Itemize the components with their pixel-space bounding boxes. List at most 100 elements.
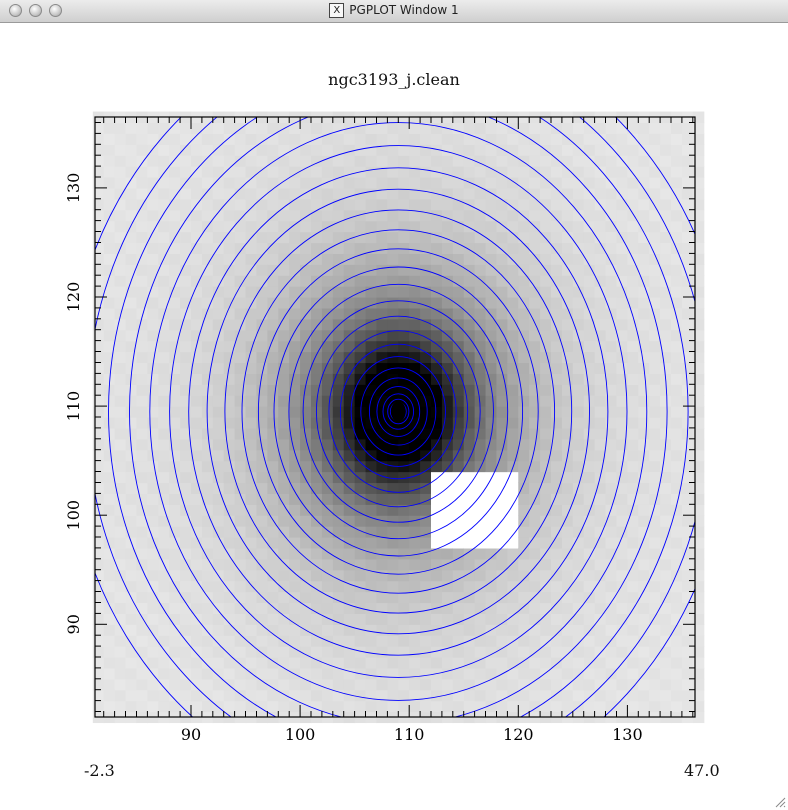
image-pixel: [671, 471, 683, 484]
image-pixel: [540, 362, 552, 374]
image-pixel: [223, 122, 236, 134]
image-pixel: [605, 591, 618, 604]
image-pixel: [605, 144, 618, 156]
image-pixel: [201, 187, 214, 200]
image-pixel: [245, 537, 258, 549]
image-pixel: [387, 166, 399, 178]
image-pixel: [452, 646, 465, 658]
image-pixel: [147, 504, 159, 516]
image-pixel: [660, 340, 672, 353]
image-pixel: [431, 307, 443, 320]
image-pixel: [594, 602, 607, 614]
image-pixel: [660, 297, 672, 309]
image-pixel: [420, 667, 432, 680]
image-pixel: [92, 406, 105, 418]
image-pixel: [212, 318, 225, 331]
image-pixel: [485, 438, 498, 451]
image-pixel: [420, 537, 432, 549]
image-pixel: [332, 547, 345, 560]
contour-line: [188, 167, 609, 656]
image-pixel: [627, 613, 639, 625]
image-pixel: [201, 667, 214, 680]
image-pixel: [136, 395, 148, 407]
image-pixel: [212, 253, 225, 265]
image-pixel: [191, 667, 203, 680]
image-pixel: [594, 297, 607, 309]
image-pixel: [387, 471, 399, 484]
image-pixel: [496, 537, 508, 549]
image-pixel: [583, 373, 596, 385]
image-pixel: [518, 187, 530, 200]
image-pixel: [103, 122, 116, 134]
image-pixel: [452, 253, 465, 265]
image-pixel: [201, 460, 214, 473]
grayscale-min-label: -2.3: [84, 761, 115, 780]
image-pixel: [463, 220, 476, 233]
image-pixel: [332, 187, 345, 200]
image-pixel: [267, 362, 279, 374]
image-pixel: [169, 351, 181, 364]
image-pixel: [463, 678, 476, 691]
image-pixel: [452, 493, 465, 505]
image-pixel: [169, 384, 181, 396]
image-pixel: [496, 482, 508, 494]
zoom-window-button[interactable]: [49, 4, 62, 17]
image-pixel: [398, 537, 410, 549]
image-pixel: [420, 220, 432, 233]
image-pixel: [649, 667, 661, 680]
image-pixel: [463, 547, 476, 560]
image-pixel: [474, 558, 487, 571]
image-pixel: [201, 515, 214, 527]
image-pixel: [289, 177, 301, 189]
image-pixel: [223, 362, 236, 374]
image-pixel: [420, 613, 432, 625]
image-pixel: [289, 569, 301, 582]
image-pixel: [147, 220, 159, 233]
image-pixel: [463, 307, 476, 320]
image-pixel: [561, 493, 574, 505]
image-pixel: [551, 613, 563, 625]
image-pixel: [212, 427, 225, 440]
image-pixel: [529, 460, 541, 473]
image-pixel: [267, 427, 279, 440]
image-pixel: [638, 438, 650, 451]
image-pixel: [278, 264, 290, 276]
image-pixel: [158, 482, 170, 494]
image-pixel: [616, 329, 628, 342]
minimize-window-button[interactable]: [29, 4, 42, 17]
image-pixel: [387, 209, 399, 222]
image-pixel: [649, 307, 661, 320]
image-pixel: [136, 362, 148, 374]
image-pixel: [529, 166, 541, 178]
image-pixel: [289, 231, 301, 244]
image-pixel: [507, 406, 519, 418]
image-pixel: [278, 657, 290, 669]
image-pixel: [583, 264, 596, 276]
image-pixel: [398, 329, 410, 342]
image-pixel: [234, 177, 247, 189]
image-pixel: [201, 177, 214, 189]
image-pixel: [278, 144, 290, 156]
image-pixel: [354, 635, 367, 647]
resize-grip-icon[interactable]: [774, 796, 786, 808]
image-pixel: [540, 689, 552, 702]
image-pixel: [365, 460, 378, 473]
image-pixel: [289, 286, 301, 298]
image-pixel: [234, 646, 247, 658]
close-window-button[interactable]: [9, 4, 22, 17]
image-pixel: [321, 482, 334, 494]
image-pixel: [147, 547, 159, 560]
image-pixel: [92, 242, 105, 254]
image-pixel: [136, 689, 148, 702]
image-pixel: [441, 657, 454, 669]
image-pixel: [321, 580, 334, 593]
image-pixel: [212, 187, 225, 200]
image-pixel: [649, 231, 661, 244]
image-pixel: [441, 133, 454, 145]
image-pixel: [158, 547, 170, 560]
image-pixel: [300, 449, 312, 462]
image-pixel: [256, 133, 268, 145]
image-pixel: [594, 286, 607, 298]
image-pixel: [92, 667, 105, 680]
image-pixel: [114, 646, 127, 658]
